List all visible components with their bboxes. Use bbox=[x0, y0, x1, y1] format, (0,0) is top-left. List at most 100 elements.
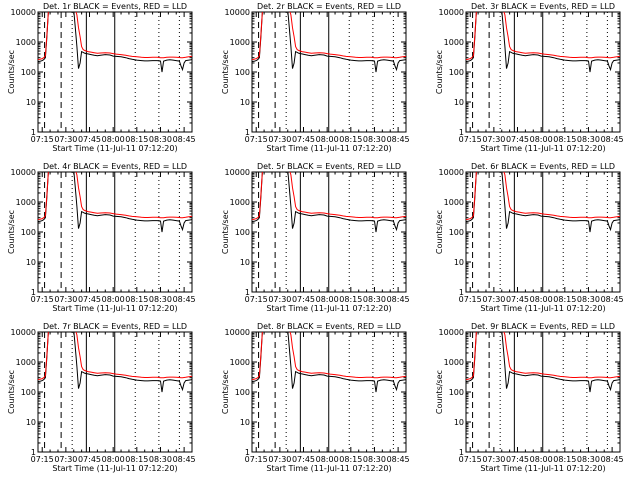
panel-8: Det. 8r BLACK = Events, RED = LLD 1 10 100 1… bbox=[221, 322, 410, 473]
events-series bbox=[252, 332, 406, 393]
x-tick-label: 08:30 bbox=[363, 295, 386, 304]
y-tick-label: 1 bbox=[245, 288, 250, 297]
x-tick-label: 07:30 bbox=[268, 295, 291, 304]
x-tick-label: 08:00 bbox=[316, 135, 339, 144]
x-tick-label: 08:30 bbox=[149, 295, 172, 304]
x-axis-label: Start Time (11-Jul-11 07:12:20) bbox=[480, 304, 605, 313]
x-tick-label: 07:45 bbox=[506, 455, 529, 464]
y-tick-label: 10 bbox=[240, 98, 250, 107]
x-tick-label: 08:15 bbox=[553, 135, 576, 144]
panel-title: Det. 2r BLACK = Events, RED = LLD bbox=[257, 2, 401, 11]
y-tick-label: 100 bbox=[21, 228, 36, 237]
y-tick-label: 10000 bbox=[439, 168, 464, 177]
panel-4: Det. 4r BLACK = Events, RED = LLD 1 10 100 1… bbox=[7, 162, 196, 313]
events-series bbox=[38, 172, 192, 233]
x-tick-label: 08:45 bbox=[387, 455, 410, 464]
x-tick-label: 08:15 bbox=[339, 135, 362, 144]
y-tick-label: 10 bbox=[454, 258, 464, 267]
x-axis-label: Start Time (11-Jul-11 07:12:20) bbox=[52, 464, 177, 473]
y-tick-label: 1000 bbox=[444, 198, 464, 207]
events-series bbox=[38, 12, 192, 73]
y-tick-label: 1 bbox=[459, 128, 464, 137]
x-tick-label: 08:45 bbox=[173, 455, 196, 464]
x-tick-label: 07:45 bbox=[292, 295, 315, 304]
events-series bbox=[38, 332, 192, 393]
y-tick-label: 1 bbox=[459, 288, 464, 297]
x-axis-label: Start Time (11-Jul-11 07:12:20) bbox=[52, 304, 177, 313]
y-tick-label: 100 bbox=[449, 388, 464, 397]
x-tick-label: 08:15 bbox=[125, 135, 148, 144]
lld-series bbox=[466, 332, 620, 381]
x-tick-label: 07:45 bbox=[506, 295, 529, 304]
x-tick-label: 07:15 bbox=[31, 135, 54, 144]
panel-9: Det. 9r BLACK = Events, RED = LLD 1 10 100 1… bbox=[435, 322, 624, 473]
y-tick-label: 10000 bbox=[11, 328, 36, 337]
y-tick-label: 10000 bbox=[439, 8, 464, 17]
x-tick-label: 08:15 bbox=[553, 295, 576, 304]
x-tick-label: 08:15 bbox=[339, 295, 362, 304]
y-tick-label: 1000 bbox=[230, 358, 250, 367]
y-tick-label: 10 bbox=[26, 258, 36, 267]
y-axis-label: Counts/sec bbox=[435, 370, 444, 414]
y-tick-label: 1000 bbox=[230, 38, 250, 47]
y-tick-label: 100 bbox=[235, 388, 250, 397]
x-tick-label: 07:15 bbox=[459, 135, 482, 144]
y-axis-label: Counts/sec bbox=[7, 210, 16, 254]
lld-series bbox=[252, 332, 406, 381]
lld-series bbox=[38, 332, 192, 381]
y-axis-label: Counts/sec bbox=[7, 370, 16, 414]
y-tick-label: 10 bbox=[26, 98, 36, 107]
x-tick-label: 08:30 bbox=[149, 455, 172, 464]
panel-title: Det. 6r BLACK = Events, RED = LLD bbox=[471, 162, 615, 171]
y-tick-label: 10 bbox=[240, 258, 250, 267]
panel-title: Det. 4r BLACK = Events, RED = LLD bbox=[43, 162, 187, 171]
x-tick-label: 07:15 bbox=[245, 135, 268, 144]
x-tick-label: 08:15 bbox=[339, 455, 362, 464]
lld-series bbox=[38, 12, 192, 61]
x-tick-label: 07:15 bbox=[459, 295, 482, 304]
panel-title: Det. 1r BLACK = Events, RED = LLD bbox=[43, 2, 187, 11]
y-tick-label: 100 bbox=[449, 228, 464, 237]
events-series bbox=[252, 12, 406, 73]
x-tick-label: 07:30 bbox=[268, 455, 291, 464]
x-axis-label: Start Time (11-Jul-11 07:12:20) bbox=[480, 144, 605, 153]
lld-series bbox=[38, 172, 192, 221]
y-tick-label: 1000 bbox=[16, 198, 36, 207]
y-tick-label: 1 bbox=[31, 448, 36, 457]
y-tick-label: 10 bbox=[454, 98, 464, 107]
y-axis-label: Counts/sec bbox=[221, 50, 230, 94]
y-tick-label: 10000 bbox=[11, 168, 36, 177]
x-axis-label: Start Time (11-Jul-11 07:12:20) bbox=[266, 464, 391, 473]
panel-2: Det. 2r BLACK = Events, RED = LLD 1 10 100 1… bbox=[221, 2, 410, 153]
panel-3: Det. 3r BLACK = Events, RED = LLD 1 10 100 1… bbox=[435, 2, 624, 153]
y-tick-label: 1000 bbox=[444, 358, 464, 367]
events-series bbox=[466, 172, 620, 233]
x-tick-label: 07:30 bbox=[482, 455, 505, 464]
x-tick-label: 08:45 bbox=[387, 135, 410, 144]
x-tick-label: 08:00 bbox=[530, 295, 553, 304]
x-tick-label: 07:30 bbox=[482, 135, 505, 144]
x-tick-label: 08:30 bbox=[149, 135, 172, 144]
x-tick-label: 07:30 bbox=[482, 295, 505, 304]
x-tick-label: 08:30 bbox=[577, 455, 600, 464]
x-tick-label: 07:45 bbox=[78, 455, 101, 464]
y-tick-label: 1000 bbox=[444, 38, 464, 47]
lld-series bbox=[466, 172, 620, 221]
lld-series bbox=[252, 172, 406, 221]
x-tick-label: 08:00 bbox=[316, 295, 339, 304]
y-tick-label: 10 bbox=[26, 418, 36, 427]
y-tick-label: 100 bbox=[21, 388, 36, 397]
y-axis-label: Counts/sec bbox=[221, 210, 230, 254]
x-tick-label: 08:45 bbox=[173, 135, 196, 144]
panel-title: Det. 9r BLACK = Events, RED = LLD bbox=[471, 322, 615, 331]
x-tick-label: 07:30 bbox=[54, 455, 77, 464]
y-tick-label: 1 bbox=[245, 128, 250, 137]
x-tick-label: 08:45 bbox=[601, 455, 624, 464]
panel-5: Det. 5r BLACK = Events, RED = LLD 1 10 100 1… bbox=[221, 162, 410, 313]
x-tick-label: 08:30 bbox=[363, 455, 386, 464]
x-tick-label: 07:15 bbox=[245, 455, 268, 464]
y-tick-label: 10 bbox=[454, 418, 464, 427]
x-tick-label: 08:45 bbox=[173, 295, 196, 304]
y-tick-label: 1 bbox=[31, 128, 36, 137]
